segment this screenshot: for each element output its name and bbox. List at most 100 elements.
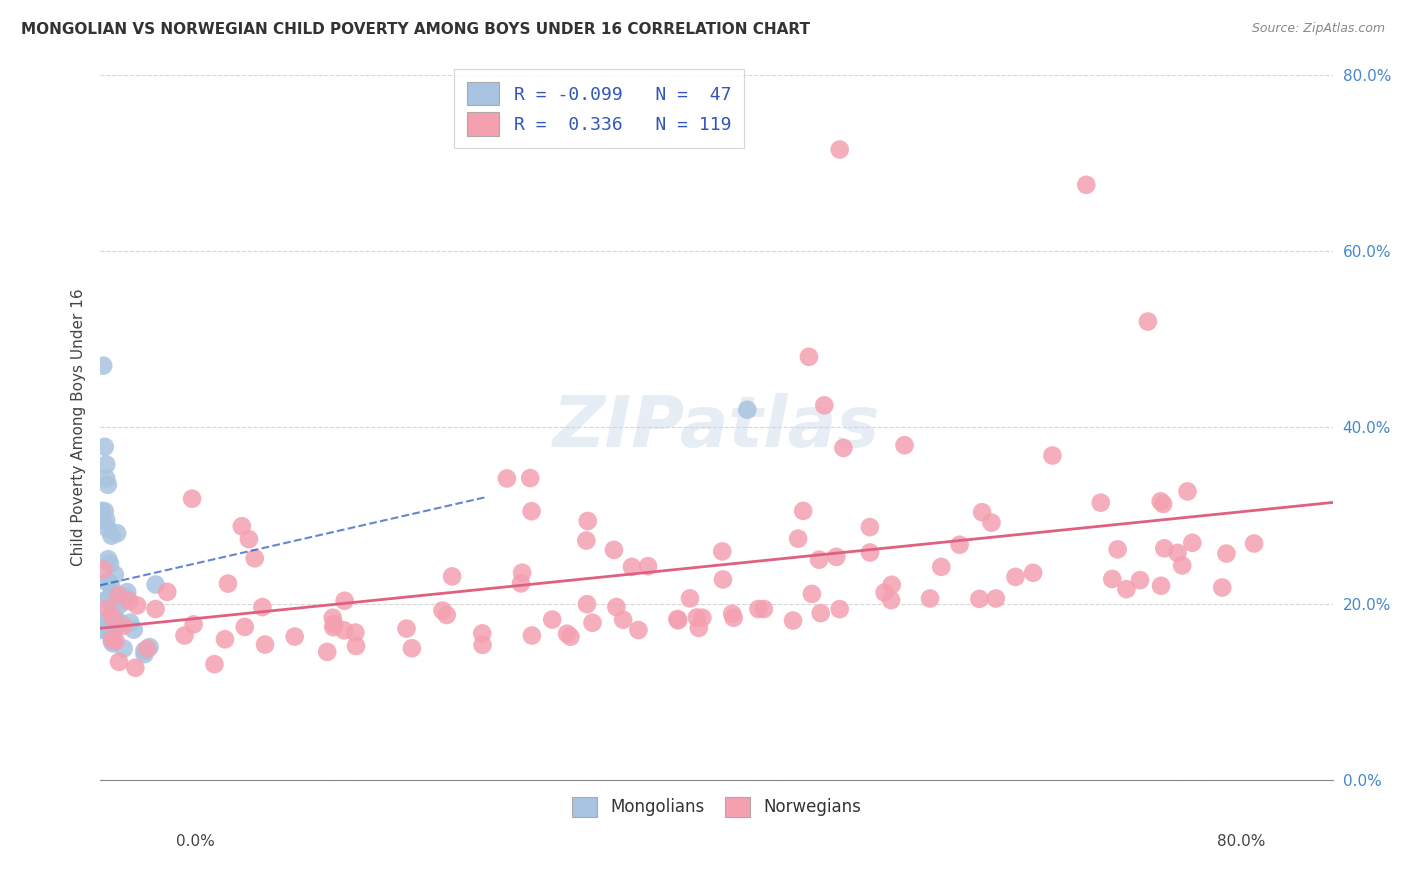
Point bbox=[91, 359, 114, 373]
Point bbox=[432, 603, 454, 617]
Point bbox=[90, 504, 112, 518]
Point bbox=[94, 504, 117, 518]
Point bbox=[692, 611, 714, 625]
Point bbox=[1107, 542, 1129, 557]
Point bbox=[560, 630, 582, 644]
Point bbox=[1101, 572, 1123, 586]
Point bbox=[98, 591, 121, 606]
Point bbox=[832, 441, 855, 455]
Point bbox=[254, 638, 277, 652]
Point bbox=[1152, 497, 1174, 511]
Point bbox=[612, 613, 634, 627]
Point bbox=[1243, 536, 1265, 550]
Point bbox=[603, 542, 626, 557]
Point bbox=[136, 641, 159, 656]
Point bbox=[98, 557, 121, 571]
Point bbox=[1004, 570, 1026, 584]
Point bbox=[114, 590, 136, 604]
Point bbox=[723, 610, 745, 624]
Point bbox=[344, 625, 367, 640]
Point bbox=[108, 598, 131, 612]
Point bbox=[1136, 314, 1159, 328]
Point bbox=[100, 604, 122, 618]
Point bbox=[91, 623, 114, 637]
Point bbox=[1022, 566, 1045, 580]
Point bbox=[94, 440, 117, 454]
Point bbox=[929, 559, 952, 574]
Point bbox=[120, 615, 142, 630]
Point bbox=[787, 532, 810, 546]
Point bbox=[97, 477, 120, 491]
Point bbox=[107, 588, 129, 602]
Point bbox=[1153, 541, 1175, 556]
Point bbox=[238, 532, 260, 546]
Point bbox=[679, 591, 702, 606]
Point bbox=[100, 580, 122, 594]
Point bbox=[782, 614, 804, 628]
Point bbox=[1215, 547, 1237, 561]
Y-axis label: Child Poverty Among Boys Under 16: Child Poverty Among Boys Under 16 bbox=[72, 289, 86, 566]
Point bbox=[96, 575, 118, 590]
Point bbox=[828, 602, 851, 616]
Point bbox=[181, 491, 204, 506]
Point bbox=[510, 566, 533, 580]
Point bbox=[134, 647, 156, 661]
Point bbox=[93, 621, 115, 635]
Point bbox=[441, 569, 464, 583]
Point bbox=[792, 504, 814, 518]
Point bbox=[90, 513, 112, 527]
Point bbox=[156, 585, 179, 599]
Point bbox=[1211, 581, 1233, 595]
Point bbox=[101, 610, 124, 624]
Point bbox=[1042, 449, 1064, 463]
Text: 0.0%: 0.0% bbox=[176, 834, 215, 849]
Point bbox=[1150, 494, 1173, 508]
Point bbox=[972, 505, 994, 519]
Point bbox=[471, 626, 494, 640]
Point bbox=[101, 636, 124, 650]
Point bbox=[145, 577, 167, 591]
Point bbox=[252, 600, 274, 615]
Point bbox=[94, 613, 117, 627]
Point bbox=[233, 620, 256, 634]
Point bbox=[828, 143, 851, 157]
Point bbox=[686, 610, 709, 624]
Point bbox=[436, 607, 458, 622]
Point bbox=[112, 619, 135, 633]
Point bbox=[103, 615, 125, 630]
Point bbox=[97, 574, 120, 589]
Point bbox=[859, 520, 882, 534]
Point bbox=[688, 621, 710, 635]
Point bbox=[127, 599, 149, 613]
Point bbox=[101, 632, 124, 646]
Point bbox=[637, 559, 659, 574]
Point bbox=[1167, 546, 1189, 560]
Point bbox=[576, 514, 599, 528]
Point bbox=[519, 471, 541, 485]
Point bbox=[1115, 582, 1137, 596]
Point bbox=[666, 612, 689, 626]
Point bbox=[122, 623, 145, 637]
Point bbox=[471, 638, 494, 652]
Point bbox=[231, 519, 253, 533]
Point bbox=[541, 613, 564, 627]
Point bbox=[520, 504, 543, 518]
Point bbox=[322, 620, 344, 634]
Point bbox=[284, 630, 307, 644]
Point bbox=[124, 661, 146, 675]
Point bbox=[620, 560, 643, 574]
Point bbox=[495, 471, 517, 485]
Point bbox=[97, 617, 120, 632]
Point bbox=[581, 615, 603, 630]
Point bbox=[104, 634, 127, 648]
Point bbox=[711, 544, 734, 558]
Point bbox=[112, 641, 135, 656]
Point bbox=[555, 626, 578, 640]
Point bbox=[1171, 558, 1194, 573]
Point bbox=[797, 350, 820, 364]
Point bbox=[118, 594, 141, 608]
Text: ZIPatlas: ZIPatlas bbox=[553, 392, 880, 462]
Point bbox=[96, 458, 118, 472]
Point bbox=[980, 516, 1002, 530]
Point bbox=[104, 567, 127, 582]
